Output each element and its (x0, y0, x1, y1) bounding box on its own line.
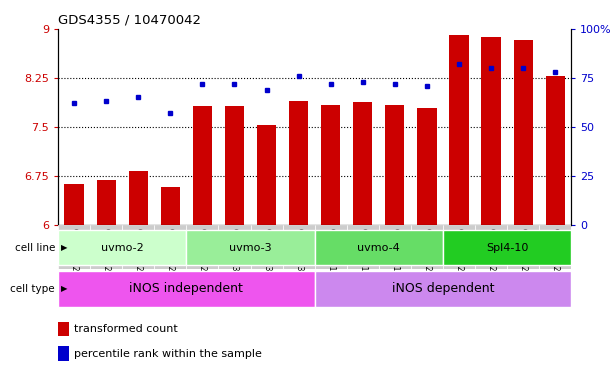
Bar (514, 40, 533, 225)
Bar (315, 271, 571, 307)
Text: GSM796425: GSM796425 (70, 228, 79, 277)
Bar (161, 187, 180, 225)
Bar (347, 225, 379, 269)
Text: ▶: ▶ (61, 243, 68, 252)
Text: transformed count: transformed count (73, 324, 177, 334)
Bar (97, 180, 116, 225)
Bar (219, 225, 251, 269)
Bar (315, 230, 443, 265)
Bar (481, 37, 501, 225)
Bar (289, 101, 309, 225)
Bar (186, 225, 219, 269)
Bar (193, 106, 212, 225)
Bar (450, 35, 469, 225)
Text: GSM796421: GSM796421 (455, 228, 464, 277)
Text: cell type: cell type (10, 284, 55, 294)
Bar (155, 225, 186, 269)
Text: GDS4355 / 10470042: GDS4355 / 10470042 (58, 13, 201, 26)
Bar (546, 76, 565, 225)
Text: iNOS independent: iNOS independent (130, 283, 243, 295)
Text: GSM796430: GSM796430 (230, 228, 239, 277)
Bar (58, 346, 69, 361)
Text: GSM796431: GSM796431 (262, 228, 271, 277)
Bar (475, 225, 507, 269)
Bar (411, 225, 443, 269)
Text: uvmo-4: uvmo-4 (357, 243, 400, 253)
Bar (129, 171, 148, 225)
Bar (321, 105, 340, 225)
Bar (417, 108, 436, 225)
Text: Spl4-10: Spl4-10 (486, 243, 529, 253)
Bar (379, 225, 411, 269)
Bar (65, 184, 84, 225)
Text: uvmo-3: uvmo-3 (229, 243, 272, 253)
Bar (540, 225, 571, 269)
Bar (58, 230, 186, 265)
Text: iNOS dependent: iNOS dependent (392, 283, 494, 295)
Bar (353, 102, 373, 225)
Bar (507, 225, 540, 269)
Bar (443, 225, 475, 269)
Text: ▶: ▶ (61, 285, 68, 293)
Text: GSM796420: GSM796420 (422, 228, 431, 277)
Bar (251, 225, 283, 269)
Text: uvmo-2: uvmo-2 (101, 243, 144, 253)
Text: GSM796429: GSM796429 (198, 228, 207, 277)
Text: cell line: cell line (15, 243, 55, 253)
Text: GSM796423: GSM796423 (519, 228, 528, 277)
Bar (225, 106, 244, 225)
Text: GSM796417: GSM796417 (326, 228, 335, 277)
Bar (386, 105, 404, 225)
Text: GSM796432: GSM796432 (294, 228, 303, 277)
Text: GSM796426: GSM796426 (101, 228, 111, 277)
Text: GSM796424: GSM796424 (551, 228, 560, 277)
Bar (58, 322, 69, 336)
Bar (58, 271, 315, 307)
Text: GSM796419: GSM796419 (390, 228, 400, 277)
Text: GSM796418: GSM796418 (358, 228, 367, 277)
Bar (257, 126, 276, 225)
Text: GSM796422: GSM796422 (486, 228, 496, 277)
Bar (186, 230, 315, 265)
Bar (90, 225, 122, 269)
Bar (443, 230, 571, 265)
Text: GSM796427: GSM796427 (134, 228, 143, 277)
Text: percentile rank within the sample: percentile rank within the sample (73, 349, 262, 359)
Bar (122, 225, 155, 269)
Text: GSM796428: GSM796428 (166, 228, 175, 277)
Bar (283, 225, 315, 269)
Bar (58, 225, 90, 269)
Bar (315, 225, 347, 269)
